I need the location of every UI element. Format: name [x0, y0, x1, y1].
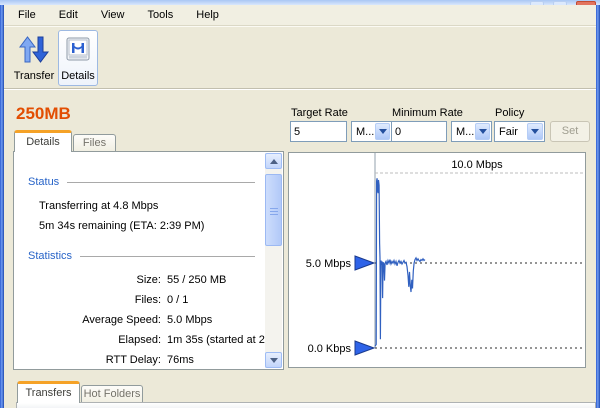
titlebar — [0, 0, 600, 5]
target-rate-unit-value: M... — [356, 125, 375, 138]
transfer-name-title: 250MB — [16, 104, 71, 123]
stat-label-elapsed: Elapsed: — [118, 334, 161, 346]
gridline-label-10mbps: 10.0 Mbps — [451, 159, 503, 171]
chevron-down-icon — [269, 357, 278, 363]
set-button[interactable]: Set — [550, 121, 590, 142]
tab-details[interactable]: Details — [14, 130, 72, 152]
tab-hot-folders[interactable]: Hot Folders — [81, 385, 143, 403]
menu-view[interactable]: View — [100, 9, 125, 21]
status-heading-label: Status — [28, 176, 60, 188]
stat-label-files: Files: — [134, 294, 161, 306]
rate-chart-panel: 10.0 Mbps 5.0 Mbps 0.0 Kbps — [288, 152, 586, 368]
chevron-up-icon — [269, 158, 278, 164]
menu-file[interactable]: File — [18, 9, 36, 21]
target-rate-input[interactable] — [290, 121, 347, 142]
policy-select[interactable]: Fair — [494, 121, 545, 142]
details-button[interactable]: Details — [58, 30, 98, 86]
tab-files[interactable]: Files — [73, 134, 116, 152]
status-line-eta: 5m 34s remaining (ETA: 2:39 PM) — [39, 220, 205, 232]
statistics-section-heading: Statistics — [28, 248, 257, 264]
menu-bar: File Edit View Tools Help — [4, 5, 596, 26]
minimum-rate-unit-value: M... — [456, 125, 475, 138]
minimize-button[interactable] — [530, 1, 544, 5]
policy-label: Policy — [495, 107, 525, 119]
heading-rule — [80, 255, 255, 257]
minimum-rate-input[interactable] — [391, 121, 447, 142]
minimum-rate-marker-icon[interactable] — [354, 340, 376, 356]
details-panel: Status Transferring at 4.8 Mbps 5m 34s r… — [13, 151, 284, 370]
target-rate-marker-icon[interactable] — [354, 255, 376, 271]
scroll-down-button[interactable] — [265, 352, 282, 368]
window-border-right — [596, 5, 600, 408]
stat-label-size: Size: — [136, 274, 161, 286]
minimum-rate-label: Minimum Rate — [392, 107, 463, 119]
stat-value-average-speed: 5.0 Mbps — [167, 314, 213, 326]
thumb-grip-icon — [270, 208, 278, 209]
status-section-heading: Status — [28, 174, 257, 190]
policy-value: Fair — [499, 125, 518, 138]
toolbar: Transfer Details — [4, 27, 596, 89]
transfer-rate-line — [374, 178, 426, 347]
dropdown-arrow-icon[interactable] — [375, 123, 390, 140]
maximize-button[interactable] — [553, 1, 567, 5]
stat-value-rtt-delay: 76ms — [167, 354, 194, 366]
gridline-label-5mbps: 5.0 Mbps — [306, 258, 352, 270]
details-scrollbar[interactable] — [265, 153, 282, 368]
rate-chart-svg: 10.0 Mbps 5.0 Mbps 0.0 Kbps — [306, 153, 584, 356]
transfers-list-panel — [16, 402, 596, 408]
dropdown-arrow-icon[interactable] — [527, 123, 543, 140]
stat-value-files: 0 / 1 — [167, 294, 189, 306]
close-button[interactable] — [576, 1, 596, 5]
stat-value-elapsed: 1m 35s (started at 2:31 PM) — [167, 334, 283, 346]
window-border-left — [0, 5, 4, 408]
scroll-up-button[interactable] — [265, 153, 282, 169]
menu-help[interactable]: Help — [196, 9, 219, 21]
target-rate-label: Target Rate — [291, 107, 348, 119]
gridline-label-0kbps: 0.0 Kbps — [308, 343, 352, 355]
statistics-heading-label: Statistics — [28, 250, 73, 262]
stat-label-rtt-delay: RTT Delay: — [105, 354, 161, 366]
window-details-icon — [59, 35, 97, 67]
details-button-label: Details — [61, 70, 95, 82]
menu-edit[interactable]: Edit — [58, 9, 78, 21]
up-down-arrows-icon — [13, 35, 55, 67]
heading-rule — [67, 181, 255, 183]
scrollbar-thumb[interactable] — [265, 174, 282, 246]
transfer-button-label: Transfer — [13, 70, 55, 82]
tab-transfers[interactable]: Transfers — [17, 381, 80, 403]
stat-value-size: 55 / 250 MB — [167, 274, 227, 286]
menu-tools[interactable]: Tools — [147, 9, 174, 21]
transfer-button[interactable]: Transfer — [12, 30, 56, 86]
minimum-rate-unit-select[interactable]: M... — [451, 121, 492, 142]
status-line-rate: Transferring at 4.8 Mbps — [39, 200, 159, 212]
dropdown-arrow-icon[interactable] — [475, 123, 490, 140]
statistics-grid: Size: 55 / 250 MB Files: 0 / 1 Average S… — [28, 270, 283, 369]
stat-label-average-speed: Average Speed: — [82, 314, 161, 326]
target-rate-unit-select[interactable]: M... — [351, 121, 392, 142]
